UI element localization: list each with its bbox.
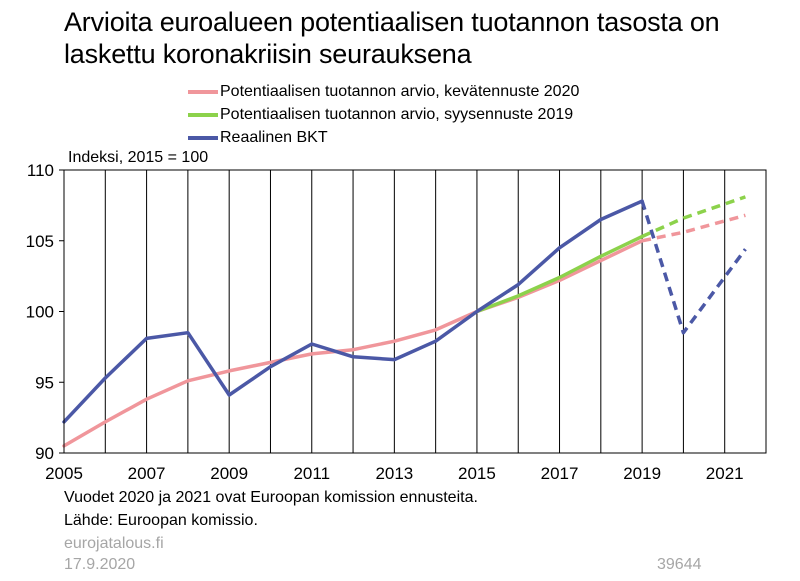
chart-title: Arvioita euroalueen potentiaalisen tuota… [64,6,784,70]
legend-item-spring-2020: Potentiaalisen tuotannon arvio, kevätenn… [188,80,579,103]
date-label: 17.9.2020 [64,556,136,573]
x-tick-label: 2005 [45,464,83,483]
series-forecast-1 [641,195,746,239]
x-tick-label: 2007 [128,464,166,483]
y-tick-label: 95 [35,373,54,392]
x-tick-label: 2013 [375,464,413,483]
legend-swatch-pink [188,89,218,94]
chart-id-label: 39644 [657,556,702,573]
x-tick-label: 2015 [458,464,496,483]
series-forecast-2 [640,200,747,335]
y-tick-label: 100 [26,303,54,322]
y-tick-label: 90 [35,444,54,463]
footnote: Vuodet 2020 ja 2021 ovat Euroopan komiss… [64,489,478,506]
series-layer [62,195,747,448]
series-line-0 [62,239,644,448]
plot-frame [63,169,767,454]
legend-swatch-green [188,112,218,117]
x-tick-label: 2017 [541,464,579,483]
y-unit-label: Indeksi, 2015 = 100 [68,149,209,166]
grid-lines [104,170,726,453]
legend-label: Potentiaalisen tuotannon arvio, syysennu… [220,105,574,123]
series-line-1 [475,234,644,314]
legend: Potentiaalisen tuotannon arvio, kevätenn… [188,80,579,149]
x-tick-label: 2009 [210,464,248,483]
y-tick-label: 110 [27,161,54,180]
website-label: eurojatalous.fi [64,535,164,552]
legend-item-real-gdp: Reaalinen BKT [188,126,579,149]
x-tick-label: 2019 [623,464,661,483]
source-note: Lähde: Euroopan komissio. [64,512,258,529]
x-tick-label: 2011 [293,464,330,483]
series-line-2 [62,199,644,424]
legend-label: Reaalinen BKT [220,128,328,146]
y-tick-label: 105 [26,232,54,251]
legend-swatch-blue [188,135,218,140]
title-line-1: Arvioita euroalueen potentiaalisen tuota… [64,7,720,37]
legend-label: Potentiaalisen tuotannon arvio, kevätenn… [220,82,580,100]
x-tick-label: 2021 [706,464,744,483]
title-line-2: laskettu koronakriisin seurauksena [64,39,472,69]
legend-item-autumn-2019: Potentiaalisen tuotannon arvio, syysennu… [188,103,579,126]
